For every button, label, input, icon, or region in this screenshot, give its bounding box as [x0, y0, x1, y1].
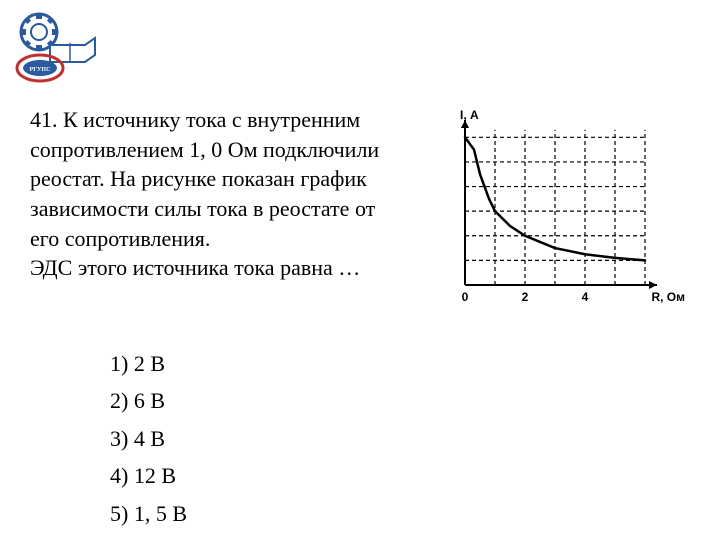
problem-number: 41.: [30, 107, 58, 132]
chart-container: 0 2 4 I, А R, Ом: [430, 105, 690, 315]
answer-option-2: 2) 6 В: [110, 382, 690, 419]
problem-line-1: К источнику тока с внутренним: [63, 107, 360, 132]
problem-line-3: реостат. На рисунке показан график: [30, 166, 367, 191]
problem-line-5: его сопротивления.: [30, 226, 210, 251]
problem-text: 41. К источнику тока с внутренним сопрот…: [30, 105, 420, 315]
answer-option-5: 5) 1, 5 В: [110, 495, 690, 532]
problem-line-2: сопротивлением 1, 0 Ом подключили: [30, 137, 379, 162]
svg-text:I, А: I, А: [460, 108, 479, 122]
svg-text:R, Ом: R, Ом: [651, 290, 685, 304]
answer-option-1: 1) 2 В: [110, 345, 690, 382]
svg-text:2: 2: [522, 290, 529, 304]
problem-line-4: зависимости силы тока в реостате от: [30, 196, 375, 221]
answer-options: 1) 2 В 2) 6 В 3) 4 В 4) 12 В 5) 1, 5 В: [110, 345, 690, 532]
svg-text:0: 0: [462, 290, 469, 304]
content-wrapper: 41. К источнику тока с внутренним сопрот…: [30, 105, 690, 315]
svg-text:4: 4: [582, 290, 589, 304]
institution-logo: РГУПС: [15, 10, 105, 90]
logo-svg: РГУПС: [15, 10, 105, 85]
svg-text:РГУПС: РГУПС: [30, 67, 51, 73]
answer-option-3: 3) 4 В: [110, 420, 690, 457]
current-resistance-chart: 0 2 4 I, А R, Ом: [430, 105, 690, 315]
problem-line-6: ЭДС этого источника тока равна …: [30, 255, 360, 280]
answer-option-4: 4) 12 В: [110, 457, 690, 494]
